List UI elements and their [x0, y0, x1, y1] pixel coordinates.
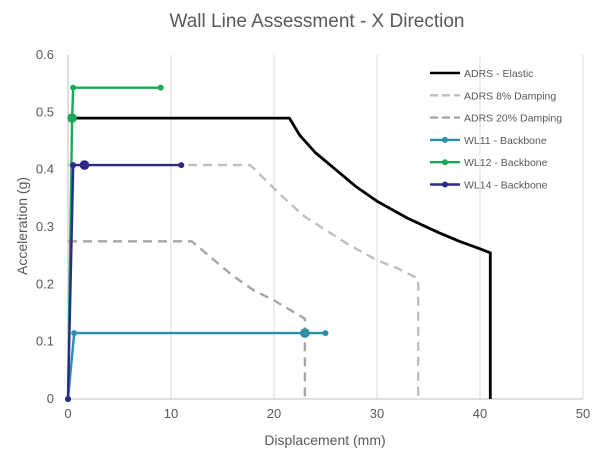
data-point	[70, 162, 77, 169]
performance-point	[79, 160, 90, 170]
data-point	[322, 330, 329, 337]
legend-item: WL11 - Backbone	[430, 135, 547, 147]
x-axis-title: Displacement (mm)	[264, 432, 385, 448]
x-tick-label: 10	[164, 406, 178, 421]
y-tick-label: 0.3	[36, 219, 54, 234]
performance-point	[300, 328, 310, 338]
y-tick-label: 0.6	[36, 47, 54, 62]
legend-marker	[442, 181, 448, 188]
legend-item: ADRS - Elastic	[430, 68, 533, 80]
series-adrs-20-damping	[68, 240, 307, 399]
x-tick-label: 0	[64, 406, 71, 421]
x-tick-label: 40	[473, 406, 487, 421]
series-line	[66, 163, 182, 400]
legend: ADRS - Elastic ADRS 8% Damping ADRS 20% Da…	[430, 68, 562, 192]
x-tick-label: 20	[267, 406, 281, 421]
legend-label: ADRS - Elastic	[464, 68, 533, 80]
plot-series	[65, 84, 492, 402]
x-tick-label: 30	[370, 406, 384, 421]
data-point	[71, 330, 78, 337]
series-wl12-backbone	[65, 84, 164, 402]
data-point	[65, 396, 71, 402]
legend-item: WL14 - Backbone	[430, 180, 548, 192]
legend-label: ADRS 8% Damping	[464, 90, 556, 102]
axes: 0 10 20 30 40 50 0 0.1 0.2 0.3 0.4 0.5 0.6	[36, 47, 590, 421]
performance-point	[67, 113, 77, 123]
legend-label: ADRS 20% Damping	[464, 113, 562, 125]
y-tick-label: 0.2	[36, 276, 54, 291]
legend-label: WL14 - Backbone	[464, 180, 548, 192]
y-tick-label: 0.5	[36, 104, 54, 119]
series-adrs-elastic	[68, 116, 492, 399]
series-line	[68, 240, 307, 399]
x-tick-label: 50	[576, 406, 590, 421]
data-point	[157, 84, 164, 91]
gridlines	[170, 55, 584, 399]
data-point	[70, 84, 77, 91]
series-wl14-backbone	[65, 160, 185, 402]
y-tick-label: 0	[47, 391, 54, 406]
series-line	[66, 86, 161, 400]
series-line	[68, 116, 492, 399]
series-wl11-backbone	[65, 328, 329, 402]
y-axis-title: Acceleration (g)	[14, 177, 30, 275]
legend-item: WL12 - Backbone	[430, 157, 548, 169]
legend-item: ADRS 20% Damping	[430, 113, 562, 125]
legend-marker	[442, 159, 448, 166]
y-tick-label: 0.4	[36, 162, 54, 177]
legend-label: WL12 - Backbone	[464, 157, 548, 169]
legend-label: WL11 - Backbone	[464, 135, 547, 147]
legend-marker	[442, 136, 448, 143]
legend-item: ADRS 8% Damping	[430, 90, 556, 102]
chart-title: Wall Line Assessment - X Direction	[170, 11, 465, 32]
series-line	[68, 163, 420, 399]
data-point	[178, 162, 185, 169]
series-adrs-8-damping	[68, 163, 420, 399]
series-line	[66, 331, 326, 400]
y-tick-label: 0.1	[36, 334, 54, 349]
